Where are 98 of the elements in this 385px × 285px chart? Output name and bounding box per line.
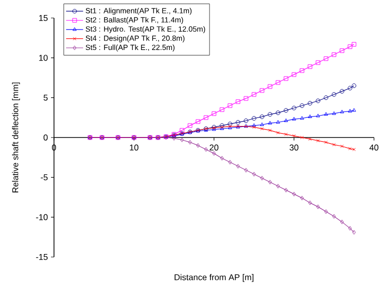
point	[324, 112, 328, 116]
point	[204, 115, 208, 120]
point	[260, 88, 264, 93]
point	[292, 106, 296, 110]
point	[204, 147, 208, 152]
point	[324, 95, 328, 100]
point	[244, 96, 248, 101]
point	[308, 200, 312, 206]
point	[260, 127, 264, 130]
point	[332, 92, 336, 97]
point	[308, 114, 312, 118]
point	[308, 100, 312, 106]
point	[196, 119, 200, 124]
point	[260, 122, 264, 126]
y-tick-label: -15	[36, 254, 48, 260]
point	[300, 116, 304, 120]
point	[348, 108, 352, 112]
point	[188, 123, 192, 128]
x-tick-label: 40	[369, 144, 378, 151]
y-tick-label: 5	[44, 94, 48, 101]
y-tick-label: 0	[44, 134, 48, 140]
point	[340, 89, 344, 94]
point	[348, 44, 352, 49]
point	[196, 143, 200, 148]
point	[284, 76, 288, 81]
point	[284, 188, 288, 192]
y-tick-label: -5	[40, 174, 48, 180]
point	[332, 111, 336, 115]
point	[332, 52, 336, 57]
point	[276, 184, 280, 188]
point	[316, 98, 320, 104]
point	[228, 160, 232, 164]
point	[340, 220, 344, 224]
x-tick-label: 20	[210, 144, 218, 151]
point	[236, 120, 240, 125]
point	[276, 131, 280, 134]
point	[220, 107, 224, 112]
point	[276, 80, 280, 85]
point	[284, 118, 288, 122]
point	[324, 140, 328, 144]
point	[292, 72, 296, 77]
point	[340, 144, 344, 148]
point	[268, 112, 272, 117]
point	[244, 118, 248, 124]
x-tick-label: 30	[290, 144, 298, 151]
point	[348, 146, 352, 150]
point	[244, 168, 248, 172]
point	[316, 60, 320, 65]
point	[172, 136, 176, 141]
point	[284, 108, 288, 113]
point	[236, 99, 240, 104]
point	[284, 132, 288, 136]
x-tick-label: 10	[130, 144, 138, 151]
y-tick-label: 10	[39, 54, 48, 61]
point	[268, 180, 272, 184]
point	[236, 164, 240, 168]
point	[292, 116, 296, 120]
point	[300, 68, 304, 73]
point	[252, 116, 256, 121]
point	[308, 137, 312, 141]
point	[260, 114, 264, 120]
point	[268, 128, 272, 132]
point	[300, 103, 304, 108]
point	[332, 143, 336, 146]
point	[340, 48, 344, 53]
point	[300, 196, 304, 200]
point	[268, 120, 272, 124]
point	[260, 176, 264, 180]
x-axis-title: Distance from AP [m]	[174, 274, 254, 282]
y-axis-title: Relative shaft deflection [mm]	[12, 82, 20, 192]
point	[352, 42, 356, 47]
point	[292, 134, 296, 138]
point	[188, 140, 192, 145]
point	[276, 110, 280, 116]
point	[340, 110, 344, 114]
y-tick-label: 15	[39, 15, 48, 21]
point	[316, 139, 320, 142]
point	[324, 56, 328, 61]
point	[276, 120, 280, 124]
point	[316, 204, 320, 210]
point	[220, 156, 224, 160]
point	[292, 192, 296, 196]
point	[268, 84, 272, 89]
point	[228, 103, 232, 108]
point	[212, 151, 216, 156]
point	[324, 209, 328, 214]
y-tick-label: -10	[36, 214, 48, 220]
point	[252, 92, 256, 97]
point	[228, 122, 232, 126]
point	[212, 111, 216, 116]
point	[348, 226, 352, 231]
point	[180, 128, 184, 133]
point	[316, 114, 320, 118]
point	[308, 64, 312, 69]
point	[252, 172, 256, 176]
point	[332, 214, 336, 219]
point	[348, 86, 352, 90]
point	[180, 138, 184, 142]
